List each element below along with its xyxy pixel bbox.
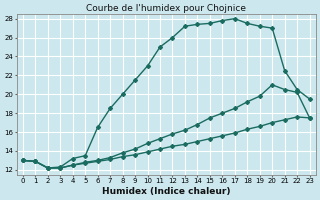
Title: Courbe de l'humidex pour Chojnice: Courbe de l'humidex pour Chojnice (86, 4, 246, 13)
X-axis label: Humidex (Indice chaleur): Humidex (Indice chaleur) (102, 187, 230, 196)
